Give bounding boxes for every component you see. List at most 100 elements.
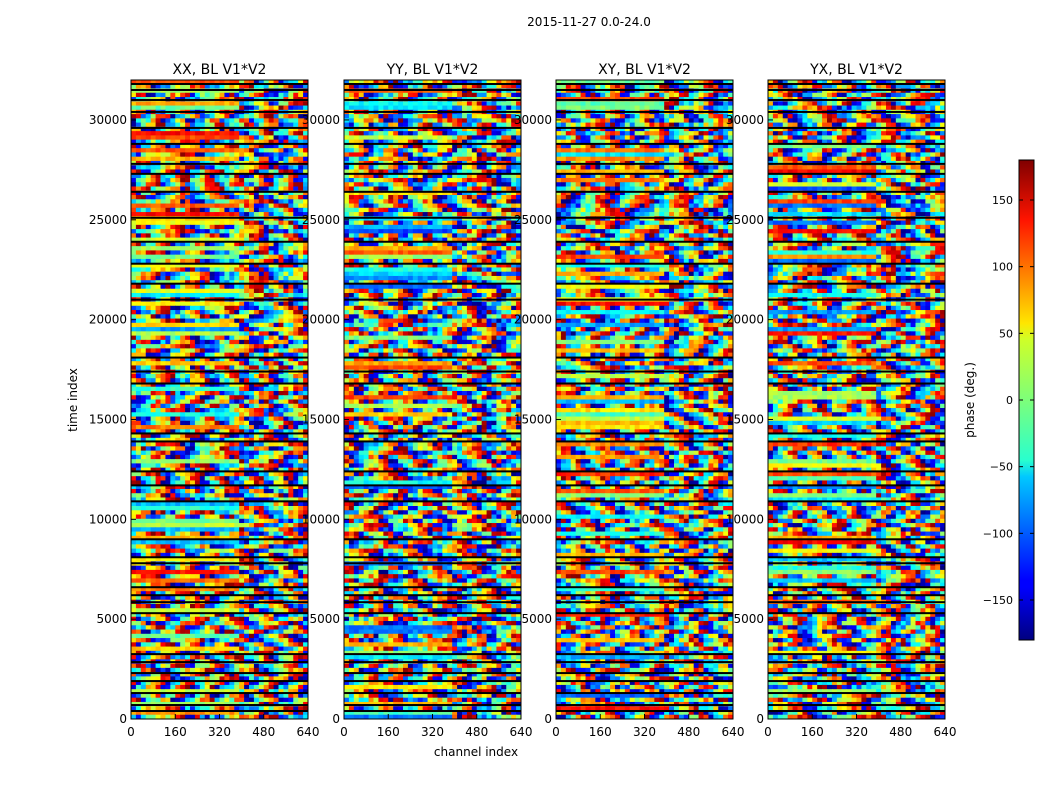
heatmap-cell bbox=[214, 663, 220, 669]
heatmap-cell bbox=[209, 80, 216, 85]
heatmap-cell bbox=[209, 263, 216, 268]
heatmap-cell bbox=[263, 540, 270, 545]
heatmap-cell bbox=[199, 250, 206, 256]
heatmap-cell bbox=[135, 633, 142, 639]
heatmap-cell bbox=[209, 169, 216, 175]
heatmap-cell bbox=[175, 450, 181, 456]
heatmap-cell bbox=[249, 488, 255, 494]
heatmap-cell bbox=[165, 177, 171, 183]
heatmap-cell bbox=[244, 514, 250, 520]
heatmap-cell bbox=[150, 237, 157, 243]
heatmap-cell bbox=[268, 365, 275, 371]
heatmap-cell bbox=[194, 126, 201, 132]
heatmap-cell bbox=[180, 92, 186, 98]
heatmap-cell bbox=[170, 344, 176, 349]
heatmap-cell bbox=[298, 263, 304, 268]
heatmap-cell bbox=[263, 275, 270, 281]
heatmap-cell bbox=[293, 463, 299, 469]
heatmap-cell bbox=[175, 220, 181, 226]
heatmap-cell bbox=[170, 510, 176, 516]
heatmap-cell bbox=[253, 506, 260, 511]
heatmap-cell bbox=[199, 408, 206, 413]
heatmap-cell bbox=[298, 646, 304, 652]
heatmap-cell bbox=[190, 378, 196, 383]
heatmap-cell bbox=[135, 488, 142, 494]
heatmap-cell bbox=[180, 544, 186, 550]
heatmap-cell bbox=[273, 105, 279, 111]
heatmap-cell bbox=[150, 501, 157, 507]
heatmap-cell bbox=[170, 241, 176, 247]
heatmap-cell bbox=[214, 139, 220, 145]
heatmap-cell bbox=[273, 527, 279, 533]
heatmap-cell bbox=[283, 165, 289, 170]
heatmap-cell bbox=[298, 237, 304, 243]
heatmap-cell bbox=[258, 126, 265, 132]
heatmap-cell bbox=[175, 591, 181, 596]
heatmap-cell bbox=[268, 378, 275, 383]
heatmap-cell bbox=[288, 348, 294, 354]
heatmap-cell bbox=[253, 165, 260, 170]
heatmap-cell bbox=[214, 331, 220, 337]
heatmap-cell bbox=[219, 552, 225, 558]
heatmap-cell bbox=[288, 633, 294, 639]
heatmap-cell bbox=[199, 446, 206, 452]
heatmap-cell bbox=[155, 471, 161, 477]
heatmap-cell bbox=[253, 118, 260, 124]
heatmap-cell bbox=[219, 152, 225, 158]
heatmap-cell bbox=[239, 629, 245, 635]
heatmap-cell bbox=[239, 177, 245, 183]
heatmap-cell bbox=[135, 114, 142, 119]
heatmap-cell bbox=[258, 288, 265, 294]
heatmap-cell bbox=[150, 126, 157, 132]
heatmap-cell bbox=[135, 156, 142, 162]
heatmap-cell bbox=[214, 280, 220, 285]
heatmap-cell bbox=[283, 642, 289, 648]
heatmap-cell bbox=[298, 365, 304, 371]
heatmap-cell bbox=[283, 339, 289, 345]
heatmap-cell bbox=[273, 663, 279, 669]
heatmap-cell bbox=[244, 241, 250, 247]
heatmap-cell bbox=[135, 135, 142, 141]
heatmap-cell bbox=[204, 399, 211, 405]
heatmap-cell bbox=[135, 506, 142, 511]
heatmap-cell bbox=[278, 484, 284, 490]
heatmap-cell bbox=[288, 586, 294, 592]
heatmap-cell bbox=[165, 118, 171, 124]
heatmap-cell bbox=[219, 263, 225, 268]
heatmap-cell bbox=[140, 169, 147, 175]
heatmap-cell bbox=[160, 114, 166, 119]
heatmap-cell bbox=[180, 655, 186, 660]
heatmap-cell bbox=[253, 131, 260, 136]
heatmap-cell bbox=[150, 527, 157, 533]
heatmap-cell bbox=[204, 535, 211, 541]
heatmap-cell bbox=[204, 501, 211, 507]
heatmap-cell bbox=[180, 395, 186, 400]
heatmap-cell bbox=[234, 429, 240, 435]
heatmap-cell bbox=[150, 305, 157, 311]
heatmap-cell bbox=[239, 510, 245, 516]
heatmap-cell bbox=[155, 105, 161, 111]
heatmap-cell bbox=[214, 305, 220, 311]
heatmap-cell bbox=[214, 352, 220, 358]
heatmap-cell bbox=[150, 437, 157, 443]
heatmap-cell bbox=[293, 275, 299, 281]
heatmap-cell bbox=[283, 373, 289, 379]
heatmap-cell bbox=[293, 493, 299, 498]
heatmap-cell bbox=[135, 92, 142, 98]
heatmap-cell bbox=[224, 305, 230, 311]
heatmap-cell bbox=[219, 233, 225, 239]
heatmap-cell bbox=[131, 173, 137, 179]
heatmap-cell bbox=[209, 527, 216, 533]
heatmap-cell bbox=[244, 339, 250, 345]
heatmap-cell bbox=[234, 471, 240, 477]
heatmap-cell bbox=[194, 352, 201, 358]
heatmap-cell bbox=[298, 190, 304, 196]
heatmap-cell bbox=[253, 199, 260, 205]
heatmap-cell bbox=[131, 497, 137, 503]
heatmap-cell bbox=[165, 608, 171, 613]
heatmap-cell bbox=[160, 437, 166, 443]
heatmap-cell bbox=[229, 335, 235, 341]
heatmap-cell bbox=[209, 101, 216, 107]
heatmap-cell bbox=[214, 92, 220, 98]
heatmap-cell bbox=[170, 412, 176, 418]
